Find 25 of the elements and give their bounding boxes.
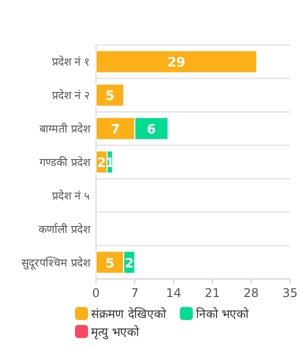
x-tick-label: 21 <box>204 286 220 300</box>
bar <box>96 50 258 74</box>
x-tick-label: 7 <box>130 286 139 300</box>
y-tick-label: बाग्मती प्रदेश <box>40 122 91 136</box>
y-tick-label: गण्डकी प्रदेश <box>40 156 91 169</box>
y-tick-label: प्रदेश नं ५ <box>52 189 90 202</box>
data-label: 5 <box>105 89 114 104</box>
y-tick-label: प्रदेश नं २ <box>52 89 90 102</box>
data-label: 2 <box>124 256 134 272</box>
x-tick-label: 0 <box>92 286 100 300</box>
y-tick-label: कर्णाली प्रदेश <box>38 222 91 236</box>
data-label: 5 <box>105 256 114 272</box>
bar <box>96 84 124 107</box>
x-tick-label: 35 <box>282 286 298 300</box>
data-label: 2 <box>97 156 106 171</box>
data-label: 29 <box>167 56 186 71</box>
data-label: 7 <box>110 122 120 138</box>
data-label: 6 <box>146 122 156 138</box>
y-tick-label: सुदूरपश्चिम प्रदेश <box>22 256 91 270</box>
x-tick-label: 14 <box>166 286 182 300</box>
legend-label: संक्रमण देखिएको <box>91 307 167 321</box>
x-tick-label: 28 <box>244 286 259 300</box>
y-tick-label: प्रदेश नं १ <box>52 56 90 69</box>
legend-label: मृत्यु भएको <box>91 325 140 340</box>
legend-label: निको भएको <box>196 307 250 321</box>
